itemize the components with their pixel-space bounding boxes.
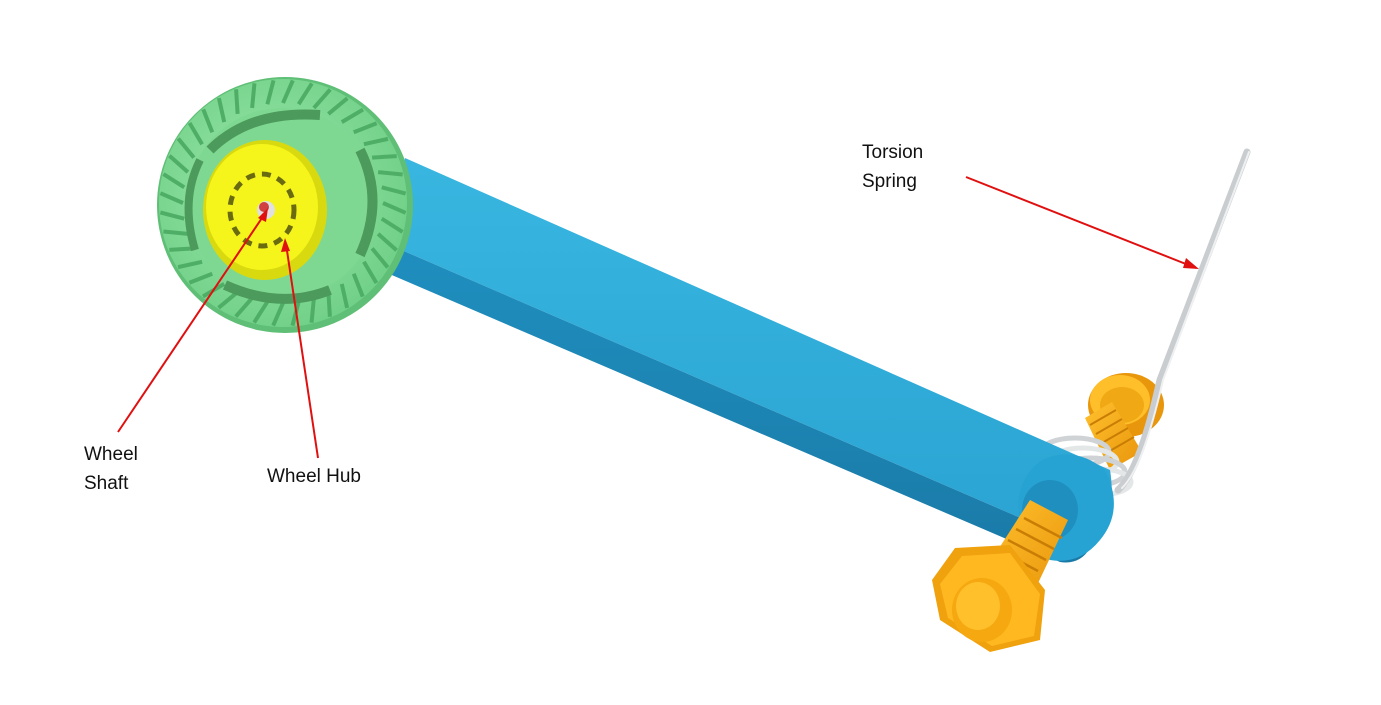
- tire-tread: [188, 271, 214, 285]
- tire-tread: [265, 79, 276, 105]
- torsion-spring-label-line1: Torsion: [862, 142, 924, 163]
- tire-tread: [351, 272, 365, 298]
- tire-tread: [234, 89, 240, 115]
- tire-tread: [163, 229, 189, 236]
- torsion-spring-label-line2: Spring: [862, 171, 917, 192]
- tire-tread: [363, 136, 389, 147]
- tire-tread: [217, 290, 239, 310]
- tire-tread: [371, 154, 397, 160]
- tire-tread: [381, 185, 407, 196]
- tire-tread: [234, 296, 254, 318]
- tire-tread: [370, 247, 390, 269]
- tire-tread: [216, 97, 227, 123]
- tire-tread: [327, 96, 349, 116]
- tire-tread: [376, 232, 398, 252]
- tire-tread: [159, 210, 185, 221]
- tire-tread: [169, 246, 195, 252]
- tire-tread: [177, 259, 203, 270]
- swing-arm: [380, 158, 1114, 563]
- tire-tread: [159, 191, 184, 205]
- leader-wheel-shaft: [117, 211, 267, 433]
- tire-tread: [326, 291, 332, 317]
- tire-tread: [296, 82, 314, 106]
- tire-tread: [352, 121, 378, 135]
- tire-tread: [168, 154, 190, 174]
- tire-tread: [176, 137, 196, 159]
- bolt-threads-rear: [1085, 402, 1142, 470]
- tire-tread: [250, 83, 257, 109]
- wheel-shaft-label-line1: Wheel: [84, 444, 138, 465]
- tire-tread: [201, 108, 215, 134]
- tire-tread: [362, 260, 379, 285]
- tire-tread: [309, 297, 316, 323]
- leader-torsion-spring: [965, 176, 1197, 269]
- tire-tread: [382, 201, 407, 215]
- tire-tread: [377, 170, 403, 177]
- front-hex-nut: [932, 545, 1045, 652]
- tire-tread: [271, 302, 285, 327]
- wheel-shaft-label-line2: Shaft: [84, 473, 129, 494]
- tire-tread: [187, 121, 204, 146]
- tire-tread: [339, 283, 350, 309]
- torsion-spring-label: Torsion Spring: [862, 138, 923, 196]
- wheel-shaft-label: Wheel Shaft: [84, 440, 138, 498]
- torsion-spring-leg: [1114, 148, 1251, 494]
- tire-tread: [252, 300, 270, 324]
- tire-tread: [312, 88, 332, 110]
- tire-tread: [281, 79, 295, 104]
- leader-wheel-hub: [285, 243, 319, 459]
- tire-tread: [162, 172, 186, 190]
- tire-tread: [380, 216, 404, 234]
- wheel-hub-label: Wheel Hub: [267, 466, 361, 487]
- tire-tread: [340, 107, 365, 124]
